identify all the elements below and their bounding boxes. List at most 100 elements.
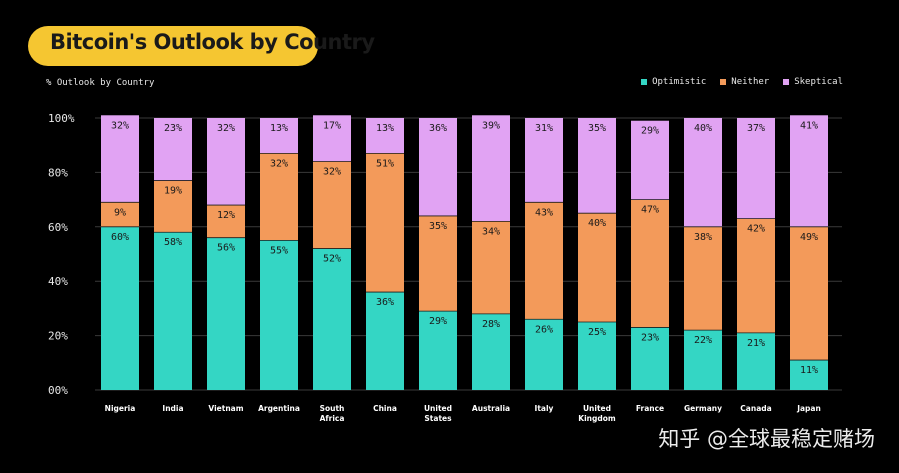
bar-optimistic — [472, 313, 510, 390]
x-tick-label: China — [373, 404, 397, 413]
data-label: 52% — [323, 254, 341, 265]
legend-label-optimistic: Optimistic — [652, 77, 707, 87]
data-label: 32% — [270, 158, 288, 169]
data-label: 58% — [164, 237, 182, 248]
bar-optimistic — [684, 330, 722, 390]
data-label: 43% — [535, 207, 553, 218]
x-tick-label: United States — [424, 404, 452, 423]
data-label: 40% — [588, 218, 606, 229]
data-label: 11% — [800, 365, 818, 376]
bar-skeptical — [737, 118, 775, 219]
data-label: 34% — [482, 226, 500, 237]
data-label: 13% — [270, 123, 288, 134]
data-label: 60% — [111, 232, 129, 243]
bar-neither — [684, 226, 722, 331]
bar-optimistic — [207, 237, 245, 390]
x-tick-label: Italy — [535, 404, 554, 413]
data-label: 28% — [482, 319, 500, 330]
data-label: 42% — [747, 224, 765, 235]
x-tick-label: Canada — [740, 404, 771, 413]
legend-item-skeptical: Skeptical — [783, 77, 843, 87]
data-label: 31% — [535, 123, 553, 134]
data-label: 35% — [588, 123, 606, 134]
x-tick-label: Nigeria — [105, 404, 136, 413]
legend-label-skeptical: Skeptical — [794, 77, 843, 87]
bar-optimistic — [419, 311, 457, 390]
data-label: 29% — [641, 126, 659, 137]
data-label: 32% — [111, 120, 129, 131]
data-label: 9% — [114, 207, 126, 218]
title-pill — [28, 26, 318, 66]
x-tick-label: Australia — [472, 404, 510, 413]
bar-optimistic — [366, 292, 404, 390]
bar-skeptical — [207, 118, 245, 206]
data-label: 23% — [641, 332, 659, 343]
bar-skeptical — [154, 118, 192, 181]
data-label: 37% — [747, 123, 765, 134]
y-tick-label: 20% — [48, 330, 68, 343]
data-label: 22% — [694, 335, 712, 346]
legend-swatch-neither — [720, 79, 727, 85]
x-tick-label: Argentina — [258, 404, 300, 413]
bar-skeptical — [525, 118, 563, 203]
data-label: 17% — [323, 120, 341, 131]
bar-optimistic — [260, 240, 298, 390]
bar-skeptical — [366, 118, 404, 154]
bar-neither — [101, 202, 139, 227]
data-label: 29% — [429, 316, 447, 327]
bar-skeptical — [631, 120, 669, 200]
data-label: 32% — [323, 167, 341, 178]
y-tick-label: 00% — [48, 384, 68, 397]
bar-skeptical — [684, 118, 722, 227]
data-label: 41% — [800, 120, 818, 131]
data-label: 51% — [376, 158, 394, 169]
bar-neither — [737, 218, 775, 333]
x-tick-label: United Kingdom — [578, 404, 616, 423]
bar-skeptical — [472, 115, 510, 222]
x-tick-label: France — [636, 404, 664, 413]
bar-neither — [419, 215, 457, 312]
bar-optimistic — [525, 319, 563, 390]
x-tick-label: South Africa — [320, 404, 345, 423]
data-label: 39% — [482, 120, 500, 131]
bar-skeptical — [101, 115, 139, 203]
bar-neither — [313, 161, 351, 249]
bar-optimistic — [101, 226, 139, 390]
data-label: 35% — [429, 221, 447, 232]
bar-optimistic — [313, 248, 351, 390]
y-tick-label: 40% — [48, 275, 68, 288]
x-tick-label: India — [162, 404, 183, 413]
x-tick-label: Germany — [684, 404, 722, 413]
bar-skeptical — [578, 118, 616, 214]
data-label: 25% — [588, 327, 606, 338]
y-tick-label: 100% — [48, 112, 75, 125]
data-label: 21% — [747, 338, 765, 349]
x-tick-label: Vietnam — [208, 404, 243, 413]
data-label: 32% — [217, 123, 235, 134]
data-label: 49% — [800, 232, 818, 243]
y-axis-title: % Outlook by Country — [46, 78, 155, 88]
bar-skeptical — [419, 118, 457, 216]
data-label: 56% — [217, 243, 235, 254]
legend-label-neither: Neither — [731, 77, 770, 87]
data-label: 26% — [535, 324, 553, 335]
x-tick-label: Japan — [796, 404, 821, 413]
legend-item-optimistic: Optimistic — [641, 77, 706, 87]
bar-neither — [525, 202, 563, 320]
watermark: 知乎 @全球最稳定赌场 — [658, 427, 875, 451]
bar-neither — [207, 205, 245, 238]
legend: Optimistic Neither Skeptical — [641, 77, 843, 87]
bar-neither — [472, 221, 510, 314]
data-label: 12% — [217, 210, 235, 221]
bar-neither — [578, 213, 616, 322]
data-label: 13% — [376, 123, 394, 134]
data-label: 36% — [429, 123, 447, 134]
chart-title: Bitcoin's Outlook by Country — [50, 30, 375, 54]
bar-neither — [366, 153, 404, 293]
bar-skeptical — [313, 115, 351, 162]
bar-skeptical — [790, 115, 828, 227]
bar-optimistic — [578, 322, 616, 390]
data-label: 40% — [694, 123, 712, 134]
y-tick-label: 80% — [48, 166, 68, 179]
bar-optimistic — [737, 332, 775, 390]
